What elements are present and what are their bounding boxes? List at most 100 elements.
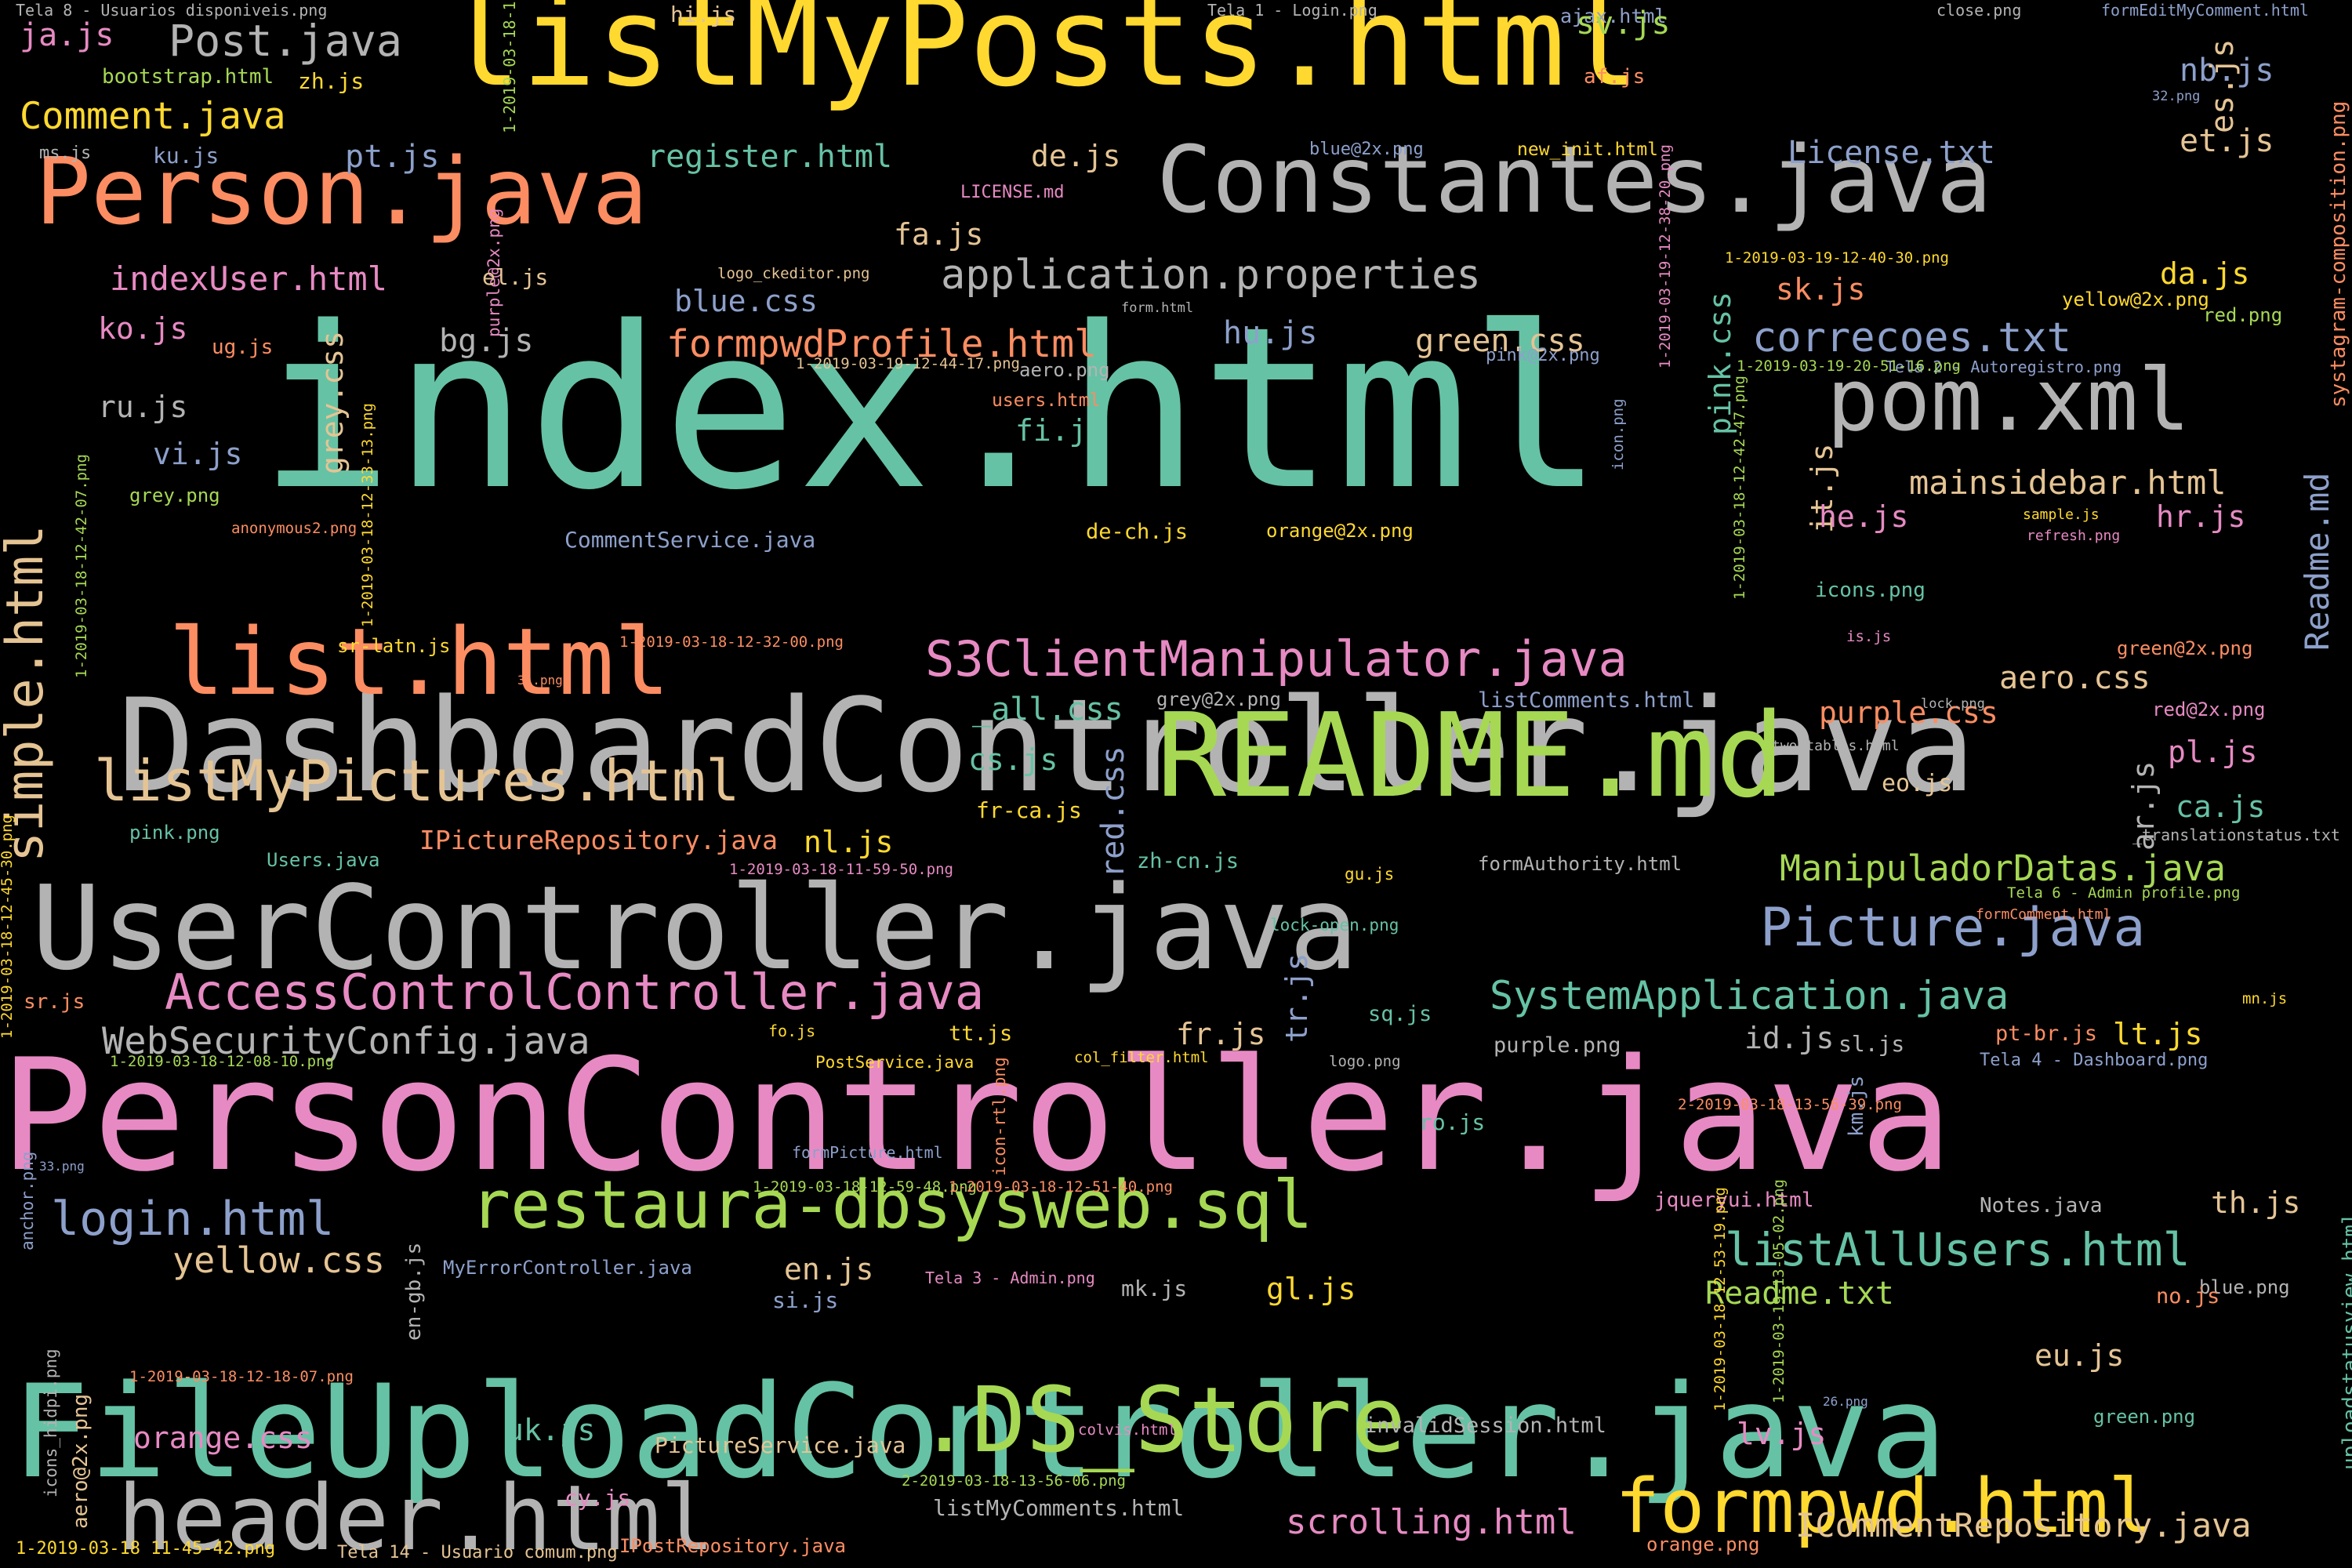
word-de-js: de.js (1031, 139, 1121, 173)
word-screenshot-14: 1-2019-03-18-12-51-40.png (949, 1178, 1173, 1196)
word-fileuploadcontroller-java: FileUploadController.java (12, 1357, 1947, 1507)
word-screenshot-11: 1-2019-03-18-11-59-50.png (729, 861, 953, 878)
word-is-js: is.js (1846, 628, 1892, 645)
word-screenshot-19: 2-2019-03-18-13-56-39.png (1678, 1096, 1902, 1113)
word-screenshot-4: 1-2019-03-19-20-51-16.png (1737, 358, 1961, 375)
word-lock-open-png: lock-open.png (1270, 916, 1399, 935)
word-formpwd-html: formpwd.html (1615, 1464, 2154, 1550)
word-register-html: register.html (647, 139, 893, 175)
word-ku-js: ku.js (153, 143, 220, 169)
word-uk-js: uk.js (506, 1413, 596, 1447)
word-en-js: en.js (784, 1252, 874, 1287)
word-systemapplication-java: SystemApplication.java (1490, 973, 2009, 1018)
word-pt-br-js: pt-br.js (1995, 1022, 2098, 1046)
word-purple-png: purple.png (1494, 1033, 1621, 1058)
word-icommentrepository-java: ICommentRepository.java (1795, 1506, 2252, 1544)
word-af-js: af.js (1584, 65, 1646, 89)
word-screenshot-7: 1-2019-03-18-12-42-07.png (73, 454, 90, 678)
word-grey-png: grey.png (129, 485, 220, 506)
word-screenshot-5: 1-2019-03-19-12-38-20.png (1657, 144, 1674, 368)
word-en-gb-js: en-gb.js (402, 1242, 426, 1341)
word-grey-2x-png: grey@2x.png (1156, 688, 1281, 710)
word-jqueryui-html: jqueryui.html (1654, 1189, 1814, 1212)
word-tr-js: tr.js (1279, 953, 1314, 1043)
word-sr-js: sr.js (24, 990, 85, 1014)
word-aero-2x-png: aero@2x.png (69, 1393, 93, 1529)
word-green-2x-png: green@2x.png (2117, 637, 2253, 659)
word-ug-js: ug.js (212, 336, 274, 359)
word-screenshot-16: 1-2019-03-19-13-05-02.png (1770, 1179, 1788, 1403)
word-el-js: el.js (482, 264, 549, 290)
word-grey-css: grey.css (315, 330, 350, 474)
word-two-tables-html: two_tables.html (1772, 738, 1900, 754)
word-listmypictures-html: listMyPictures.html (94, 748, 740, 814)
word-fr-ca-js: fr-ca.js (976, 797, 1082, 823)
word-usercontroller-java: UserController.java (31, 861, 1359, 996)
word-eu-js: eu.js (2034, 1338, 2125, 1373)
word-cy-js: cy.js (564, 1485, 631, 1511)
word-header-html: header.html (118, 1466, 715, 1568)
word-eo-js: eo.js (1882, 770, 1953, 797)
word-screenshot-10: 1-2019-03-18-12-45-30.png (0, 815, 16, 1039)
word-green-css: green.css (1415, 323, 1585, 359)
word-application-properties: application.properties (941, 252, 1481, 299)
word-pink-2x-png: pink@2x.png (1486, 346, 1600, 365)
word-tela-4: Tela 4 - Dashboard.png (1980, 1051, 2209, 1070)
word-33-png: 33.png (39, 1159, 85, 1174)
word-31-png: 31.png (517, 673, 563, 688)
word-form-html: form.html (1121, 300, 1194, 316)
word-mk-js: mk.js (1121, 1276, 1188, 1301)
word-orange-png: orange.png (1646, 1534, 1760, 1555)
word-users-java: Users.java (267, 849, 380, 871)
word-colvis-html: colvis.html (1078, 1421, 1177, 1439)
word-id-js: id.js (1744, 1021, 1835, 1055)
word-scrolling-html: scrolling.html (1286, 1502, 1577, 1542)
word-comment-java: Comment.java (20, 95, 286, 138)
word-ro-js: ro.js (1419, 1109, 1486, 1135)
word-fa-js: fa.js (894, 217, 984, 252)
word-gl-js: gl.js (1266, 1272, 1356, 1306)
word-th-js: th.js (2211, 1185, 2301, 1220)
word-vi-js: vi.js (153, 437, 243, 471)
word-ko-js: ko.js (98, 311, 188, 346)
word-blue-css: blue.css (674, 284, 818, 318)
word-ru-js: ru.js (98, 390, 188, 424)
word-26-png: 26.png (1823, 1394, 1868, 1409)
word-pt-js: pt.js (345, 139, 440, 175)
word-indexuser-html: indexUser.html (110, 260, 388, 298)
word-manipuladordatas-java: ManipuladorDatas.java (1780, 848, 2226, 889)
word-person-java: Person.java (35, 137, 648, 245)
word-fr-js: fr.js (1176, 1017, 1266, 1051)
word-icons-png: icons.png (1815, 579, 1926, 602)
word-sl-js: sl.js (1838, 1031, 1905, 1057)
word-tela-3: Tela 3 - Admin.png (925, 1269, 1095, 1287)
word-screenshot-17: 1-2019-03-18-12-18-07.png (129, 1368, 354, 1385)
word-km-js: km.js (1845, 1075, 1868, 1137)
word-post-java: Post.java (169, 16, 403, 66)
word-tela-6: Tela 6 - Admin profile.png (2007, 884, 2241, 902)
word-ipostrepository-java: IPostRepository.java (619, 1535, 846, 1557)
word-ar-js: ar.js (2126, 760, 2161, 851)
word-uploadstatusview-html: uploadstatusview.html (2339, 1212, 2352, 1470)
word-purple-css: purple.css (1819, 695, 1998, 730)
word-mainsidebar-html: mainsidebar.html (1909, 463, 2227, 502)
word-zh-js: zh.js (298, 68, 365, 94)
word-ja-js: ja.js (20, 17, 114, 53)
word-anchor-png: anchor.png (18, 1151, 37, 1250)
word-screenshot-15: 1-2019-03-18-12-53-19.png (1711, 1187, 1729, 1411)
word-formcomment-html: formComment.html (1976, 906, 2112, 923)
word-orange-2x-png: orange@2x.png (1266, 520, 1414, 542)
word-translationstatus-txt: _translationstatus.txt (2132, 826, 2340, 844)
word-login-html: login.html (51, 1192, 335, 1247)
word-screenshot-13: 1-2019-03-18-12-59-48.png (753, 1178, 977, 1196)
word-tela-14: Tela 14 - Usuario comum.png (337, 1543, 618, 1563)
word-et-js: et.js (2180, 123, 2274, 159)
word-icon-rtl-png: icon-rtl.png (990, 1057, 1009, 1176)
word-aero-png: aero.png (1019, 359, 1110, 381)
word-bg-js: bg.js (439, 323, 534, 359)
word-logo-ckeditor-png: logo_ckeditor.png (717, 265, 870, 282)
word-green-png: green.png (2093, 1406, 2196, 1428)
word-sk-js: sk.js (1776, 272, 1866, 307)
word-listmyposts-html: listMyPosts.html (447, 0, 1640, 114)
